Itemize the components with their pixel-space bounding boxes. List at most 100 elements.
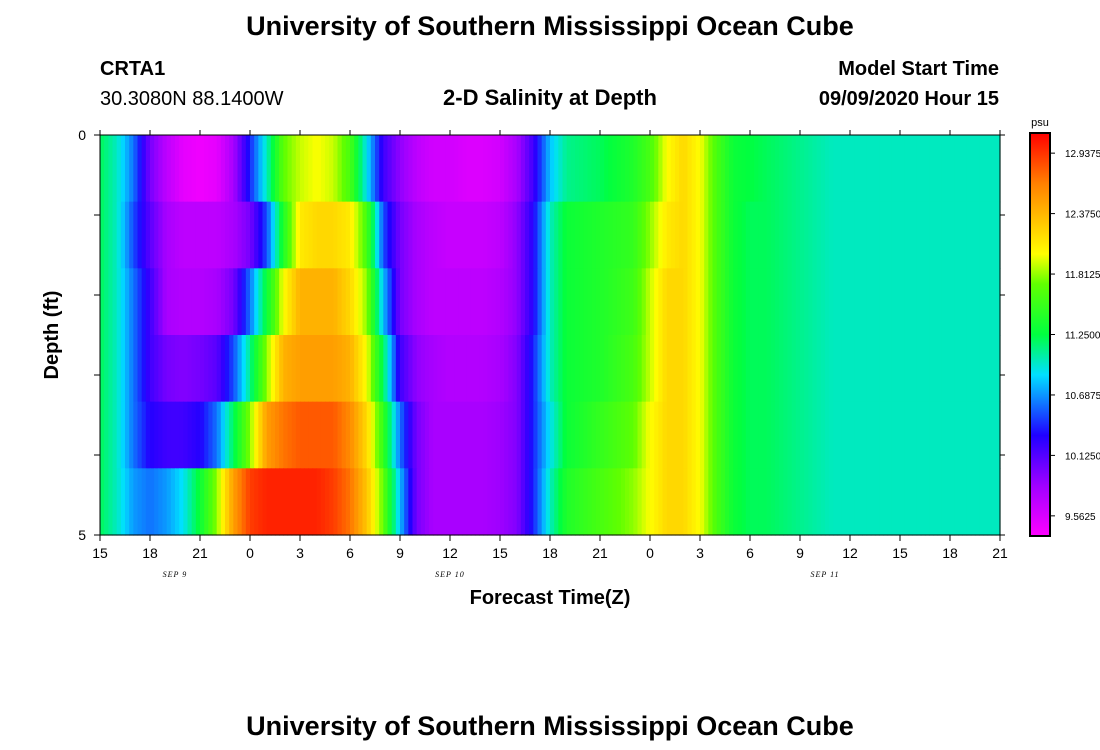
heatmap-cell: [841, 468, 847, 536]
heatmap-cell: [495, 135, 501, 203]
heatmap-cell: [633, 201, 639, 269]
heatmap-cell: [533, 268, 539, 336]
heatmap-cell: [104, 468, 109, 536]
heatmap-cell: [925, 401, 930, 469]
heatmap-cell: [883, 135, 889, 203]
heatmap-cell: [837, 401, 843, 469]
heatmap-cell: [345, 135, 351, 203]
heatmap-cell: [295, 401, 301, 469]
heatmap-cell: [158, 268, 164, 336]
heatmap-cell: [112, 201, 118, 269]
heatmap-cell: [937, 401, 943, 469]
heatmap-cell: [658, 268, 664, 336]
heatmap-cell: [450, 335, 455, 403]
heatmap-cell: [300, 468, 305, 536]
heatmap-cell: [912, 135, 918, 203]
heatmap-cell: [220, 401, 226, 469]
heatmap-cell: [770, 268, 776, 336]
heatmap-cell: [708, 468, 714, 536]
heatmap-cell: [804, 268, 809, 336]
heatmap-cell: [483, 201, 489, 269]
heatmap-cell: [979, 135, 984, 203]
heatmap-cell: [666, 201, 672, 269]
heatmap-cell: [841, 401, 847, 469]
heatmap-cell: [979, 268, 984, 336]
heatmap-cell: [316, 135, 322, 203]
heatmap-cell: [245, 335, 251, 403]
heatmap-cell: [750, 135, 755, 203]
heatmap-cell: [408, 268, 414, 336]
heatmap-cell: [795, 201, 801, 269]
heatmap-cell: [504, 468, 509, 536]
heatmap-cell: [958, 135, 964, 203]
heatmap-cell: [195, 201, 201, 269]
heatmap-cell: [916, 268, 922, 336]
heatmap-cell: [745, 201, 751, 269]
heatmap-cell: [200, 335, 205, 403]
heatmap-cell: [137, 468, 143, 536]
heatmap-cell: [791, 201, 797, 269]
heatmap-cell: [416, 268, 422, 336]
x-tick-label: 0: [246, 545, 254, 561]
heatmap-cell: [895, 468, 901, 536]
heatmap-cell: [370, 268, 376, 336]
heatmap-cell: [141, 201, 147, 269]
heatmap-cell: [620, 268, 626, 336]
heatmap-cell: [129, 268, 134, 336]
heatmap-cell: [862, 401, 868, 469]
heatmap-cell: [466, 201, 472, 269]
heatmap-cell: [279, 135, 284, 203]
heatmap-cell: [383, 401, 389, 469]
heatmap-cell: [720, 335, 726, 403]
heatmap-cell: [816, 135, 822, 203]
heatmap-cell: [212, 135, 218, 203]
heatmap-cell: [483, 135, 489, 203]
heatmap-cell: [520, 201, 526, 269]
heatmap-cell: [879, 135, 884, 203]
heatmap-cell: [691, 401, 697, 469]
heatmap-cell: [700, 201, 705, 269]
heatmap-cell: [170, 335, 176, 403]
heatmap-cell: [520, 401, 526, 469]
heatmap-cell: [258, 268, 264, 336]
heatmap-cell: [154, 335, 159, 403]
heatmap-cell: [920, 135, 926, 203]
heatmap-cell: [700, 401, 705, 469]
heatmap-cell: [775, 201, 780, 269]
heatmap-cell: [345, 401, 351, 469]
heatmap-cell: [925, 201, 930, 269]
heatmap-cell: [425, 268, 430, 336]
heatmap-cell: [287, 401, 293, 469]
heatmap-cell: [254, 335, 259, 403]
x-tick-label: 15: [92, 545, 108, 561]
heatmap-cell: [820, 201, 826, 269]
heatmap-cell: [754, 135, 759, 203]
heatmap-cell: [595, 135, 601, 203]
heatmap-cell: [658, 335, 664, 403]
heatmap-cell: [566, 201, 572, 269]
heatmap-cell: [595, 335, 601, 403]
heatmap-cell: [812, 335, 818, 403]
heatmap-cell: [854, 468, 859, 536]
heatmap-cell: [904, 401, 909, 469]
heatmap-cell: [270, 468, 276, 536]
heatmap-cell: [533, 401, 539, 469]
heatmap-cell: [337, 468, 343, 536]
heatmap-cell: [716, 201, 722, 269]
heatmap-cell: [637, 268, 643, 336]
heatmap-cell: [825, 335, 830, 403]
heatmap-cell: [604, 401, 609, 469]
heatmap-cell: [587, 268, 593, 336]
heatmap-cell: [995, 401, 1001, 469]
heatmap-cell: [508, 335, 514, 403]
heatmap-cell: [116, 135, 122, 203]
heatmap-cell: [341, 201, 347, 269]
heatmap-cell: [937, 468, 943, 536]
heatmap-cell: [762, 335, 768, 403]
heatmap-cell: [695, 268, 701, 336]
heatmap-cell: [750, 468, 755, 536]
heatmap-cell: [858, 335, 864, 403]
heatmap-cell: [787, 401, 793, 469]
heatmap-cell: [541, 401, 547, 469]
heatmap-cell: [529, 268, 534, 336]
